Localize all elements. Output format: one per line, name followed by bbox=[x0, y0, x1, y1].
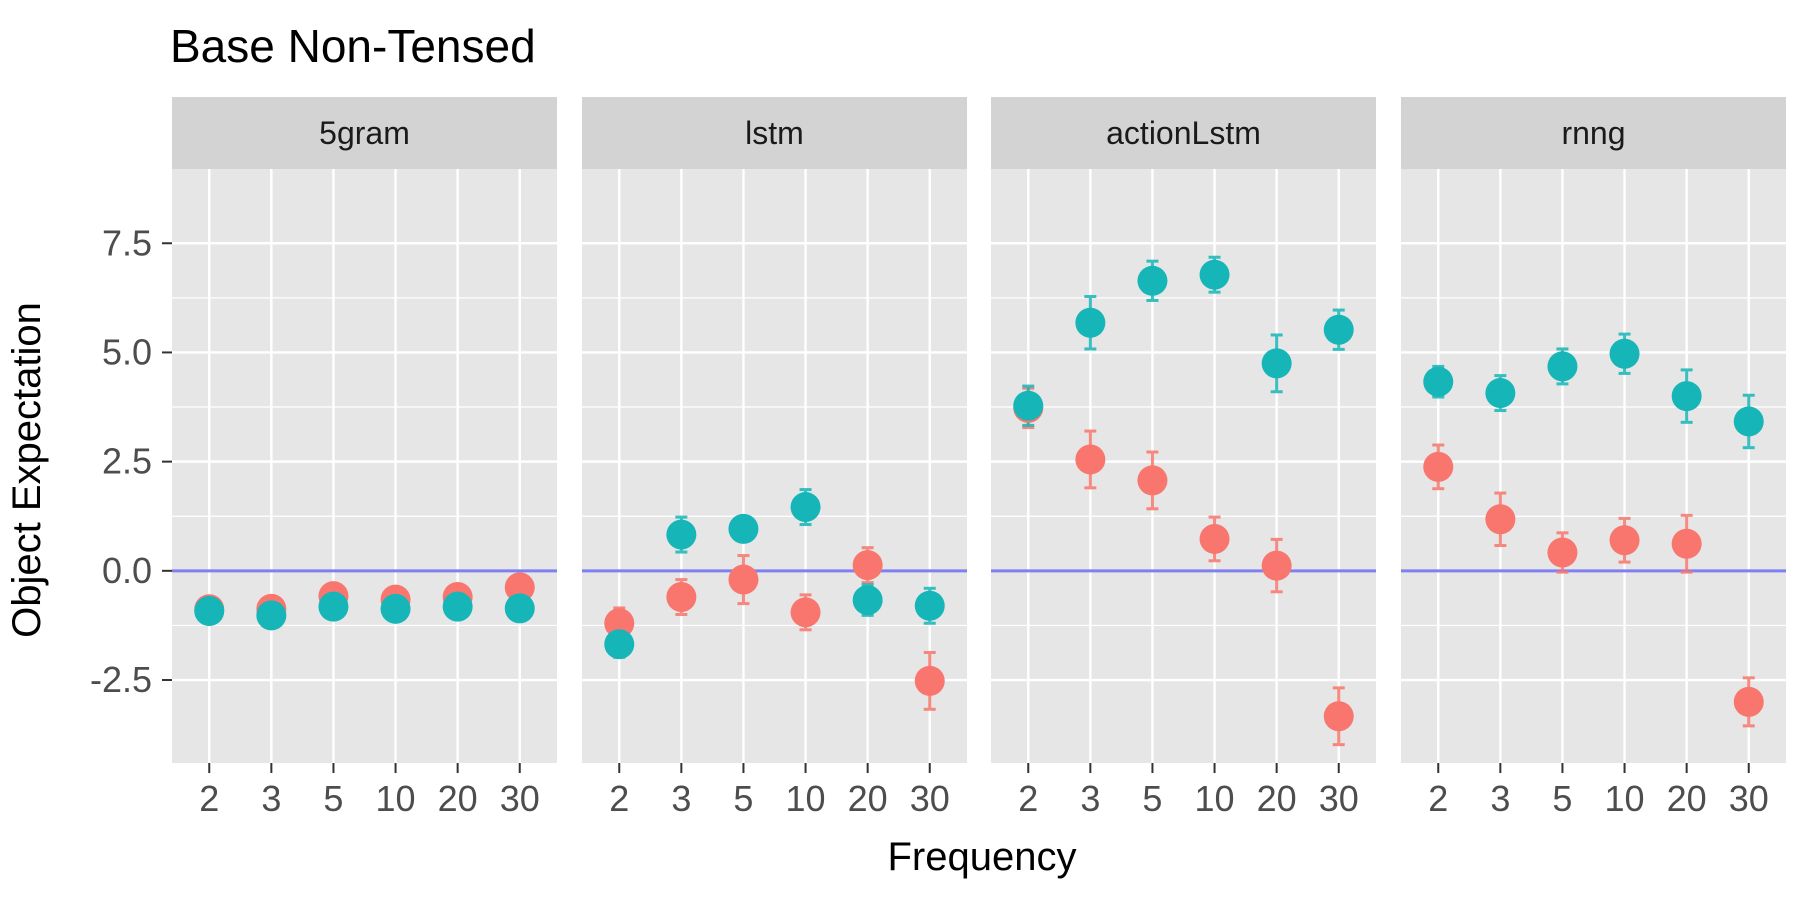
x-tick-label: 10 bbox=[1195, 778, 1235, 819]
data-point bbox=[666, 519, 697, 550]
x-tick-label: 10 bbox=[786, 778, 826, 819]
data-point bbox=[1671, 528, 1702, 559]
facet-label: lstm bbox=[745, 115, 804, 151]
panel-background bbox=[582, 169, 967, 763]
data-point bbox=[1547, 537, 1578, 568]
x-tick-label: 30 bbox=[1729, 778, 1769, 819]
x-tick-label: 30 bbox=[1319, 778, 1359, 819]
data-point bbox=[1075, 307, 1106, 338]
data-point bbox=[1261, 550, 1292, 581]
data-point bbox=[790, 492, 821, 523]
data-point bbox=[1423, 366, 1454, 397]
panel-background bbox=[991, 169, 1376, 763]
data-point bbox=[380, 593, 411, 624]
x-tick-label: 3 bbox=[1490, 778, 1510, 819]
data-point bbox=[1137, 265, 1168, 296]
data-point bbox=[1137, 465, 1168, 496]
data-point bbox=[318, 591, 349, 622]
data-point bbox=[914, 590, 945, 621]
data-point bbox=[1485, 378, 1516, 409]
panel-rnng: rnng 2 3 5 10 20 30 bbox=[1401, 97, 1786, 819]
x-tick-label: 2 bbox=[1428, 778, 1448, 819]
x-tick-label: 10 bbox=[376, 778, 416, 819]
x-tick-label: 30 bbox=[500, 778, 540, 819]
data-point bbox=[1609, 338, 1640, 369]
data-point bbox=[728, 564, 759, 595]
data-point bbox=[1075, 444, 1106, 475]
x-tick-label: 5 bbox=[1142, 778, 1162, 819]
panel-lstm: lstm 2 3 5 10 20 30 bbox=[582, 97, 967, 819]
data-point bbox=[504, 572, 535, 603]
facet-strip bbox=[582, 97, 967, 169]
x-tick-label: 5 bbox=[1552, 778, 1572, 819]
panel-background bbox=[172, 169, 557, 763]
facet-label: rnng bbox=[1561, 115, 1625, 151]
data-point bbox=[1485, 504, 1516, 535]
data-point bbox=[604, 608, 635, 639]
data-point bbox=[504, 593, 535, 624]
panel-5gram: 5gram 2 3 5 10 20 30 bbox=[172, 97, 557, 819]
data-point bbox=[442, 591, 473, 622]
x-tick-label: 3 bbox=[671, 778, 691, 819]
x-tick-label: 5 bbox=[323, 778, 343, 819]
x-tick-label: 20 bbox=[438, 778, 478, 819]
data-point bbox=[852, 550, 883, 581]
x-tick-label: 3 bbox=[1080, 778, 1100, 819]
x-tick-label: 20 bbox=[1667, 778, 1707, 819]
facet-strip bbox=[1401, 97, 1786, 169]
y-tick-label: 5.0 bbox=[102, 331, 152, 372]
facet-strip bbox=[172, 97, 557, 169]
data-point bbox=[666, 582, 697, 613]
x-tick-label: 20 bbox=[1257, 778, 1297, 819]
data-point bbox=[1323, 314, 1354, 345]
data-point bbox=[1261, 348, 1292, 379]
x-tick-label: 30 bbox=[910, 778, 950, 819]
x-axis-title: Frequency bbox=[888, 835, 1077, 879]
data-point bbox=[1733, 686, 1764, 717]
data-point bbox=[256, 600, 287, 631]
data-point bbox=[1323, 701, 1354, 732]
x-tick-label: 2 bbox=[1018, 778, 1038, 819]
data-point bbox=[852, 585, 883, 616]
facet-label: 5gram bbox=[319, 115, 410, 151]
data-point bbox=[1733, 406, 1764, 437]
y-axis-title: Object Expectation bbox=[5, 302, 49, 638]
data-point bbox=[1199, 523, 1230, 554]
data-point bbox=[728, 513, 759, 544]
chart-title: Base Non-Tensed bbox=[170, 20, 536, 72]
data-point bbox=[1423, 451, 1454, 482]
x-tick-label: 20 bbox=[848, 778, 888, 819]
x-tick-label: 5 bbox=[733, 778, 753, 819]
data-point bbox=[790, 597, 821, 628]
y-tick-label: 7.5 bbox=[102, 222, 152, 263]
x-tick-label: 10 bbox=[1605, 778, 1645, 819]
facet-label: actionLstm bbox=[1106, 115, 1261, 151]
x-tick-label: 3 bbox=[261, 778, 281, 819]
x-tick-label: 2 bbox=[609, 778, 629, 819]
facet-strip bbox=[991, 97, 1376, 169]
data-point bbox=[914, 665, 945, 696]
panel-background bbox=[1401, 169, 1786, 763]
data-point bbox=[1671, 381, 1702, 412]
x-tick-label: 2 bbox=[199, 778, 219, 819]
y-tick-label: 2.5 bbox=[102, 441, 152, 482]
data-point bbox=[1547, 351, 1578, 382]
panel-actionLstm: actionLstm 2 3 5 10 20 30 bbox=[991, 97, 1376, 819]
y-tick-label: -2.5 bbox=[90, 659, 152, 700]
y-axis: -2.5 0.0 2.5 5.0 7.5 bbox=[90, 222, 172, 700]
data-point bbox=[1199, 259, 1230, 290]
data-point bbox=[1013, 390, 1044, 421]
y-tick-label: 0.0 bbox=[102, 550, 152, 591]
data-point bbox=[194, 596, 225, 627]
data-point bbox=[604, 629, 635, 660]
data-point bbox=[1609, 525, 1640, 556]
